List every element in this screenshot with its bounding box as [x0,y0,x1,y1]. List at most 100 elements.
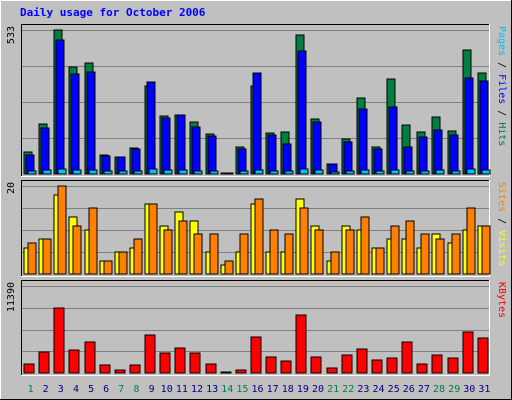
visitors-bar-sites-day-22 [345,229,355,275]
x-tick-label-day-29: 29 [448,384,460,395]
visitors-bar-sites-day-20 [314,229,324,275]
kbytes-bar-kbytes-day-25 [386,357,398,374]
requests-bar-pages-day-28 [435,169,445,175]
x-tick-label-day-23: 23 [357,384,369,395]
visitors-bar-sites-day-9 [148,203,158,275]
requests-bar-pages-day-27 [420,170,430,175]
x-tick-label-day-15: 15 [236,384,248,395]
visitors-bar-sites-day-21 [330,251,340,275]
x-tick-label-day-10: 10 [161,384,173,395]
requests-bar-files-day-5 [86,71,96,175]
kbytes-bar-kbytes-day-24 [371,359,383,374]
requests-bar-files-day-22 [343,141,353,175]
kbytes-bar-kbytes-day-5 [84,341,96,374]
visitors-bar-sites-day-18 [284,233,294,275]
x-tick-label-day-13: 13 [206,384,218,395]
requests-bar-pages-day-12 [193,170,203,175]
requests-bar-pages-day-17 [269,170,279,175]
kbytes-bar-kbytes-day-31 [477,337,489,374]
kbytes-bar-kbytes-day-8 [129,364,141,374]
requests-bar-pages-day-25 [390,169,400,175]
requests-bar-pages-day-21 [330,171,340,175]
x-tick-label-day-30: 30 [463,384,475,395]
visitors-bar-sites-day-27 [420,233,430,275]
requests-bar-files-day-25 [388,106,398,175]
visitors-legend-entry-1: / [496,212,507,230]
kbytes-bar-kbytes-day-17 [265,356,277,374]
kbytes-bar-kbytes-day-9 [144,334,156,374]
visitors-max-label: 20 [6,182,17,194]
requests-bar-files-day-9 [146,81,156,175]
kbytes-bar-kbytes-day-10 [159,352,171,374]
visitors-bar-sites-day-26 [405,220,415,275]
x-tick-label-day-31: 31 [478,384,490,395]
kbytes-bar-kbytes-day-21 [326,367,338,374]
requests-bar-pages-day-11 [178,169,188,175]
requests-bar-pages-day-9 [148,168,158,175]
requests-legend: Pages / Files / Hits [496,26,507,146]
visitors-panel: 20 Sites / Visits [6,180,507,277]
x-tick-label-day-22: 22 [342,384,354,395]
visitors-bar-sites-day-16 [254,198,264,275]
x-tick-label-day-2: 2 [43,384,49,395]
kbytes-bar-kbytes-day-27 [416,363,428,374]
kbytes-bar-kbytes-day-26 [401,341,413,374]
requests-bar-pages-day-10 [163,169,173,175]
visitors-bar-sites-day-24 [375,247,385,275]
requests-bar-pages-day-30 [466,168,476,175]
x-tick-label-day-27: 27 [418,384,430,395]
requests-legend-entry-0: Pages [496,26,507,56]
requests-bar-files-day-10 [161,117,171,175]
requests-bar-pages-day-24 [375,170,385,175]
kbytes-bar-kbytes-day-30 [462,331,474,374]
requests-bar-pages-day-26 [405,170,415,175]
requests-bar-pages-day-6 [103,170,113,175]
kbytes-bar-kbytes-day-16 [250,336,262,374]
requests-bar-files-day-18 [282,143,292,175]
requests-bar-pages-day-13 [209,170,219,175]
kbytes-bar-kbytes-day-11 [174,347,186,374]
x-tick-label-day-21: 21 [327,384,339,395]
requests-bar-files-day-2 [40,127,50,175]
visitors-bar-sites-day-19 [299,207,309,275]
requests-bar-pages-day-23 [360,169,370,175]
requests-bar-pages-day-7 [118,170,128,175]
requests-bar-pages-day-16 [254,169,264,175]
x-tick-label-day-14: 14 [221,384,233,395]
requests-bar-files-day-8 [131,148,141,175]
visitors-bar-sites-day-28 [435,238,445,275]
kbytes-bar-kbytes-day-12 [189,352,201,374]
visitors-bar-sites-day-13 [209,233,219,275]
x-tick-label-day-20: 20 [312,384,324,395]
visitors-bar-sites-day-15 [239,233,249,275]
visitors-bar-sites-day-31 [481,225,491,275]
requests-bar-files-day-24 [373,148,383,175]
requests-bar-pages-day-3 [57,168,67,175]
requests-panel: 533 Pages / Files / Hits [6,24,507,177]
kbytes-bar-kbytes-day-23 [356,348,368,374]
x-tick-label-day-3: 3 [58,384,64,395]
kbytes-bar-kbytes-day-29 [447,357,459,374]
requests-bar-pages-day-4 [72,169,82,175]
visitors-bar-sites-day-5 [88,207,98,275]
kbytes-bar-kbytes-day-3 [53,307,65,374]
requests-bar-pages-day-29 [451,170,461,175]
kbytes-bar-kbytes-day-1 [23,363,35,374]
requests-bar-pages-day-2 [42,169,52,175]
visitors-bar-sites-day-23 [360,216,370,275]
kbytes-bar-kbytes-day-13 [205,363,217,374]
requests-bar-files-day-31 [479,80,489,175]
requests-bar-files-day-4 [70,73,80,175]
requests-bar-files-day-30 [464,77,474,175]
x-tick-label-day-16: 16 [251,384,263,395]
requests-bar-files-day-20 [312,121,322,175]
requests-legend-entry-4: Hits [496,122,507,146]
visitors-bar-sites-day-1 [27,242,37,275]
x-tick-label-day-17: 17 [267,384,279,395]
requests-bar-files-day-16 [252,72,262,175]
kbytes-legend-entry-0: KBytes [496,282,507,318]
visitors-bar-sites-day-14 [224,260,234,275]
requests-legend-entry-3: / [496,104,507,122]
requests-bar-files-day-11 [176,114,186,175]
